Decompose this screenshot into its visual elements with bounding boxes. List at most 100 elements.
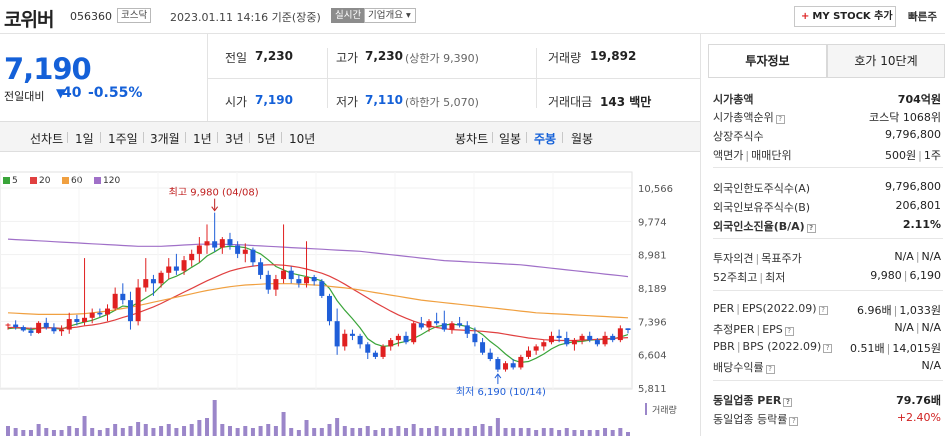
- candle-monthly[interactable]: 월봉: [571, 132, 594, 146]
- legend-swatch: [30, 177, 37, 184]
- period-5y[interactable]: 5년: [257, 132, 276, 146]
- period-3y[interactable]: 3년: [225, 132, 244, 146]
- volume-bar: [113, 424, 118, 436]
- candle-body: [235, 245, 241, 254]
- candle-body: [74, 319, 80, 323]
- candle-body: [296, 279, 302, 284]
- candle-body: [579, 335, 585, 341]
- divider: [713, 238, 943, 239]
- volume-bars: 거래량: [6, 400, 677, 436]
- separator: |: [893, 304, 898, 317]
- info-row: 외국인한도주식수(A) 9,796,800: [713, 177, 943, 196]
- volume-value: 19,892: [590, 49, 637, 63]
- volume-bar: [426, 428, 431, 436]
- y-tick-label: 5,811: [638, 384, 667, 395]
- candle-body: [13, 324, 19, 328]
- period-1d[interactable]: 1일: [75, 132, 94, 146]
- help-icon[interactable]: ?: [823, 344, 833, 353]
- candle-body: [349, 333, 355, 336]
- candle-body: [281, 270, 287, 280]
- period-1y[interactable]: 1년: [193, 132, 212, 146]
- high-value: 7,230: [365, 49, 403, 63]
- volume-bar: [495, 418, 500, 436]
- help-icon[interactable]: ?: [818, 306, 828, 315]
- tab-hoga[interactable]: 호가 10단계: [827, 44, 945, 78]
- info-row-value: 코스닥 1068위: [869, 111, 941, 124]
- period-1w[interactable]: 1주일: [108, 132, 138, 146]
- info-row-value: 500원 | 1주: [885, 149, 941, 162]
- candle-weekly[interactable]: 주봉: [534, 132, 557, 146]
- info-row-label: 외국인한도주식수(A): [713, 182, 811, 195]
- volume-bar: [44, 428, 49, 436]
- quick-search-link[interactable]: 빠른주: [908, 11, 937, 23]
- prev-close-label: 전일: [225, 51, 248, 65]
- volume-bar: [6, 426, 10, 436]
- period-bar: 선차트 1일 1주일 3개월 1년 3년 5년 10년 봉차트 일봉 주봉 월봉: [0, 121, 700, 152]
- candle-body: [189, 253, 195, 261]
- volume-bar: [227, 426, 232, 436]
- volume-legend-label: 거래량: [652, 404, 677, 416]
- header-bar: [0, 0, 945, 34]
- info-row: 액면가 | 매매단위 500원 | 1주: [713, 144, 943, 163]
- info-row-value: 9,796,800: [885, 180, 941, 193]
- candles: [5, 212, 631, 373]
- volume-bar: [250, 428, 255, 436]
- candle-body: [219, 239, 225, 248]
- volume-bar: [182, 426, 187, 436]
- help-icon[interactable]: ?: [789, 417, 799, 426]
- candle-body: [541, 342, 547, 347]
- volume-bar: [243, 426, 248, 436]
- separator: [526, 132, 527, 143]
- low-label: 저가: [336, 95, 359, 109]
- candle-body: [388, 340, 394, 347]
- candle-daily[interactable]: 일봉: [499, 132, 522, 146]
- volume-bar: [549, 428, 554, 436]
- volume-bar: [511, 428, 516, 436]
- help-icon[interactable]: ?: [783, 398, 793, 407]
- help-icon[interactable]: ?: [775, 115, 785, 124]
- info-row-value: 704억원: [897, 93, 941, 106]
- candle-body: [120, 293, 126, 301]
- candle-body: [564, 337, 570, 345]
- help-icon[interactable]: ?: [806, 224, 816, 233]
- change-value: 40: [62, 85, 82, 101]
- info-row: 투자의견 | 목표주가 N/A | N/A: [713, 247, 943, 266]
- volume-bar: [319, 428, 324, 436]
- volume-bar: [472, 426, 477, 436]
- volume-bar: [373, 430, 378, 436]
- candle-body: [449, 323, 455, 330]
- info-row: 상장주식수 9,796,800: [713, 125, 943, 144]
- legend-ma120: 120: [94, 176, 120, 186]
- help-icon[interactable]: ?: [784, 327, 794, 336]
- period-3m[interactable]: 3개월: [150, 132, 180, 146]
- ma60-line: [7, 283, 629, 319]
- info-row-value: 9,980 | 6,190: [870, 269, 941, 282]
- candle-body: [150, 279, 156, 284]
- volume-bar: [289, 428, 294, 436]
- info-row-label: 시가총액: [713, 93, 754, 106]
- legend-ma20: 20: [30, 176, 50, 186]
- candle-body: [97, 312, 103, 315]
- info-row: 외국인소진율(B/A)? 2.11%: [713, 215, 943, 234]
- volume-bar: [358, 428, 363, 436]
- low-annotation: 최저 6,190 (10/14): [456, 386, 546, 398]
- candle-body: [173, 266, 179, 271]
- candle-body: [127, 300, 133, 322]
- tab-invest-info[interactable]: 투자정보: [708, 44, 827, 78]
- separator: |: [915, 250, 920, 263]
- add-mystock-label: MY STOCK 추가: [812, 11, 893, 22]
- add-mystock-button[interactable]: + MY STOCK 추가: [794, 6, 896, 27]
- help-icon[interactable]: ?: [765, 365, 775, 374]
- price-chart[interactable]: 거래량 10,566 9,774 8,981 8,189 7,396 6,604 5,811…: [0, 170, 700, 436]
- company-info-dropdown[interactable]: 기업개요 ▾: [364, 8, 416, 23]
- volume-bar: [304, 420, 309, 436]
- info-row-value: N/A | N/A: [894, 321, 941, 334]
- candle-body: [510, 363, 516, 368]
- volume-bar: [197, 420, 202, 436]
- realtime-button[interactable]: 실시간: [331, 8, 366, 23]
- candle-body: [258, 262, 264, 275]
- info-row-label: 배당수익률?: [713, 359, 775, 375]
- period-10y[interactable]: 10년: [289, 132, 316, 146]
- separator: [100, 132, 101, 143]
